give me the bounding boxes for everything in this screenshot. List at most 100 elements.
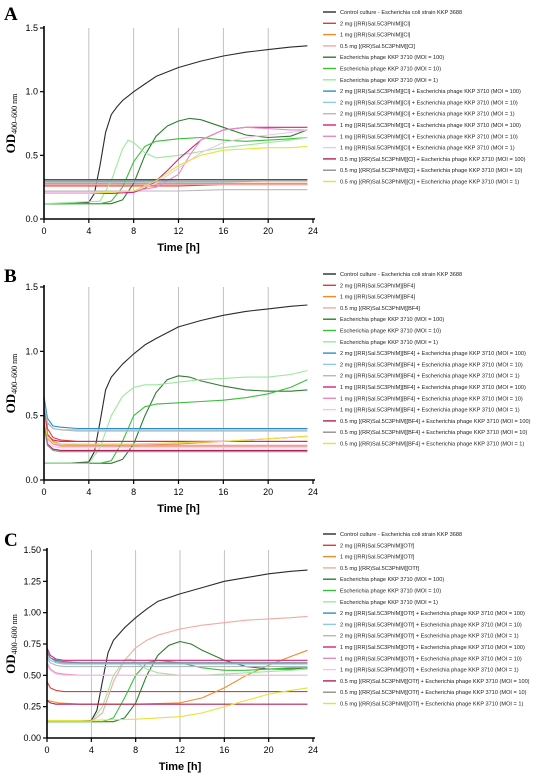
series-line xyxy=(43,405,308,432)
legend-label: Control culture - Escherichia coli strai… xyxy=(340,532,462,538)
legend-label: Escherichia phage KKP 3710 (MOI = 100) xyxy=(340,577,444,583)
y-tick-label: 1.5 xyxy=(25,23,38,33)
x-tick-label: 4 xyxy=(89,745,94,755)
y-tick-label: 1.50 xyxy=(23,545,41,555)
legend-label: 0.5 mg [(RR)Sal.5C3PhIM][OTf] xyxy=(340,566,419,572)
legend-item: 2 mg [(RR)Sal.5C3PhIM][Cl] + Escherichia… xyxy=(323,100,518,106)
legend-label: 1 mg [(RR)Sal.5C3PhIM][OTf] + Escherichi… xyxy=(340,668,519,674)
legend-item: Escherichia phage KKP 3710 (MOI = 100) xyxy=(323,55,444,61)
legend-label: Control culture - Escherichia coli strai… xyxy=(340,272,462,278)
legend-label: 1 mg [(RR)Sal.5C3PhIM][OTf] xyxy=(340,555,415,561)
legend-item: 0.5 mg [(RR)Sal.5C3PhIM][OTf] + Escheric… xyxy=(323,702,523,708)
series-line xyxy=(44,189,308,192)
legend-item: 2 mg [(RR)Sal.5C3PhIM][OTf] + Escherichi… xyxy=(323,611,525,617)
y-tick-label: 1.00 xyxy=(23,608,41,618)
series-line xyxy=(44,145,308,195)
legend-item: 1 mg [(RR)Sal.5C3PhIM][OTf] + Escherichi… xyxy=(323,668,519,674)
y-tick-label: 0.5 xyxy=(25,411,38,421)
series-line xyxy=(44,117,308,205)
legend-label: 2 mg [(RR)Sal.5C3PhIM][Cl] + Escherichia… xyxy=(340,112,515,118)
legend-label: 2 mg [(RR)Sal.5C3PhIM][OTf] + Escherichi… xyxy=(340,634,519,640)
series-line xyxy=(43,409,308,442)
legend-label: 1 mg [(RR)Sal.5C3PhIM][Cl] + Escherichia… xyxy=(340,146,515,152)
x-tick-label: 20 xyxy=(263,487,273,497)
legend: Control culture - Escherichia coli strai… xyxy=(323,532,530,708)
legend-item: Control culture - Escherichia coli strai… xyxy=(323,10,462,16)
legend-label: 0.5 mg [(RR)Sal.5C3PhIM][Cl] + Escherich… xyxy=(340,168,523,174)
legend-item: 1 mg [(RR)Sal.5C3PhIM][Cl] xyxy=(323,33,411,39)
legend-item: 1 mg [(RR)Sal.5C3PhIM][BF4] + Escherichi… xyxy=(323,408,520,414)
legend-item: 1 mg [(RR)Sal.5C3PhIM][Cl] + Escherichia… xyxy=(323,134,518,140)
legend-item: 1 mg [(RR)Sal.5C3PhIM][BF4] xyxy=(323,295,416,301)
series-line xyxy=(47,569,308,723)
x-axis-title: Time [h] xyxy=(157,242,200,254)
legend-item: 2 mg [(RR)Sal.5C3PhIM][OTf] + Escherichi… xyxy=(323,622,522,628)
y-axis-title: OD400–600 nm xyxy=(3,93,19,154)
series-line xyxy=(47,687,308,722)
legend-item: 2 mg [(RR)Sal.5C3PhIM][BF4] + Escherichi… xyxy=(323,374,520,380)
legend-item: 0.5 mg [(RR)Sal.5C3PhIM][Cl] + Escherich… xyxy=(323,168,523,174)
plot-area: 0 4 8 12 16 20 24 0.0 0.5 1.0 1.5 Time [h] OD400–600… xyxy=(3,282,318,515)
legend-label: 2 mg [(RR)Sal.5C3PhIM][OTf] + Escherichi… xyxy=(340,611,525,617)
legend-label: Escherichia phage KKP 3710 (MOI = 1) xyxy=(340,78,438,84)
series-line xyxy=(46,650,308,664)
panel-letter: C xyxy=(4,530,18,551)
x-tick-label: 12 xyxy=(173,487,183,497)
series-line xyxy=(44,375,308,464)
series-line xyxy=(46,664,308,676)
y-tick-label: 0.25 xyxy=(23,702,41,712)
y-axis-title: OD400–600 nm xyxy=(3,613,19,674)
x-tick-label: 8 xyxy=(131,487,136,497)
legend-label: 0.5 mg [(RR)Sal.5C3PhIM][BF4] + Escheric… xyxy=(340,419,531,425)
y-axis-title: OD400–600 nm xyxy=(3,353,19,414)
series-line xyxy=(47,640,308,723)
legend-item: 2 mg [(RR)Sal.5C3PhIM][BF4] + Escherichi… xyxy=(323,351,526,357)
legend-label: 0.5 mg [(RR)Sal.5C3PhIM][OTf] + Escheric… xyxy=(340,690,527,696)
x-tick-label: 8 xyxy=(133,745,138,755)
legend-item: Escherichia phage KKP 3710 (MOI = 10) xyxy=(323,329,441,335)
legend-label: 1 mg [(RR)Sal.5C3PhIM][BF4] + Escherichi… xyxy=(340,385,526,391)
series-line xyxy=(47,659,308,723)
x-tick-label: 0 xyxy=(41,487,46,497)
legend-item: Escherichia phage KKP 3710 (MOI = 10) xyxy=(323,67,441,73)
y-tick-label: 0.0 xyxy=(25,214,38,224)
legend-item: 1 mg [(RR)Sal.5C3PhIM][OTf] xyxy=(323,555,415,561)
legend-item: 2 mg [(RR)Sal.5C3PhIM][BF4] xyxy=(323,283,416,289)
legend-item: 0.5 mg [(RR)Sal.5C3PhIM][OTf] xyxy=(323,566,419,572)
legend-item: 2 mg [(RR)Sal.5C3PhIM][Cl] xyxy=(323,21,411,27)
legend-item: 1 mg [(RR)Sal.5C3PhIM][BF4] + Escherichi… xyxy=(323,385,526,391)
x-tick-label: 24 xyxy=(308,745,318,755)
legend-item: Escherichia phage KKP 3710 (MOI = 1) xyxy=(323,78,438,84)
legend-label: 1 mg [(RR)Sal.5C3PhIM][OTf] + Escherichi… xyxy=(340,645,525,651)
legend-label: Control culture - Escherichia coli strai… xyxy=(340,10,462,16)
y-tick-label: 1.0 xyxy=(25,87,38,97)
y-tick-label: 0.0 xyxy=(25,475,38,485)
series-line xyxy=(46,647,308,661)
x-axis-title: Time [h] xyxy=(157,503,200,515)
legend-item: 2 mg [(RR)Sal.5C3PhIM][Cl] + Escherichia… xyxy=(323,112,515,118)
legend-label: 0.5 mg [(RR)Sal.5C3PhIM][Cl] + Escherich… xyxy=(340,180,519,186)
legend-label: 1 mg [(RR)Sal.5C3PhIM][BF4] xyxy=(340,295,416,301)
legend-label: 2 mg [(RR)Sal.5C3PhIM][BF4] xyxy=(340,283,416,289)
series-line xyxy=(43,413,308,446)
y-tick-label: 1.25 xyxy=(23,576,41,586)
legend-item: 2 mg [(RR)Sal.5C3PhIM][Cl] + Escherichia… xyxy=(323,89,521,95)
series-line xyxy=(44,379,308,464)
series-line xyxy=(47,615,308,723)
legend-item: Control culture - Escherichia coli strai… xyxy=(323,532,462,538)
y-tick-label: 1.0 xyxy=(25,346,38,356)
legend-label: 1 mg [(RR)Sal.5C3PhIM][BF4] + Escherichi… xyxy=(340,408,520,414)
x-tick-label: 20 xyxy=(263,226,273,236)
legend-item: 1 mg [(RR)Sal.5C3PhIM][BF4] + Escherichi… xyxy=(323,396,523,402)
legend-label: 2 mg [(RR)Sal.5C3PhIM][BF4] + Escherichi… xyxy=(340,362,523,368)
legend-label: 2 mg [(RR)Sal.5C3PhIM][OTf] xyxy=(340,543,415,549)
y-tick-label: 0.50 xyxy=(23,670,41,680)
legend-item: Escherichia phage KKP 3710 (MOI = 100) xyxy=(323,317,444,323)
legend-item: 0.5 mg [(RR)Sal.5C3PhIM][OTf] + Escheric… xyxy=(323,690,527,696)
legend-label: 2 mg [(RR)Sal.5C3PhIM][Cl] xyxy=(340,21,411,27)
legend-label: Escherichia phage KKP 3710 (MOI = 10) xyxy=(340,589,441,595)
legend-item: Control culture - Escherichia coli strai… xyxy=(323,272,462,278)
legend-label: 1 mg [(RR)Sal.5C3PhIM][Cl] + Escherichia… xyxy=(340,123,521,129)
series-line xyxy=(46,657,308,668)
series-line xyxy=(44,136,308,205)
